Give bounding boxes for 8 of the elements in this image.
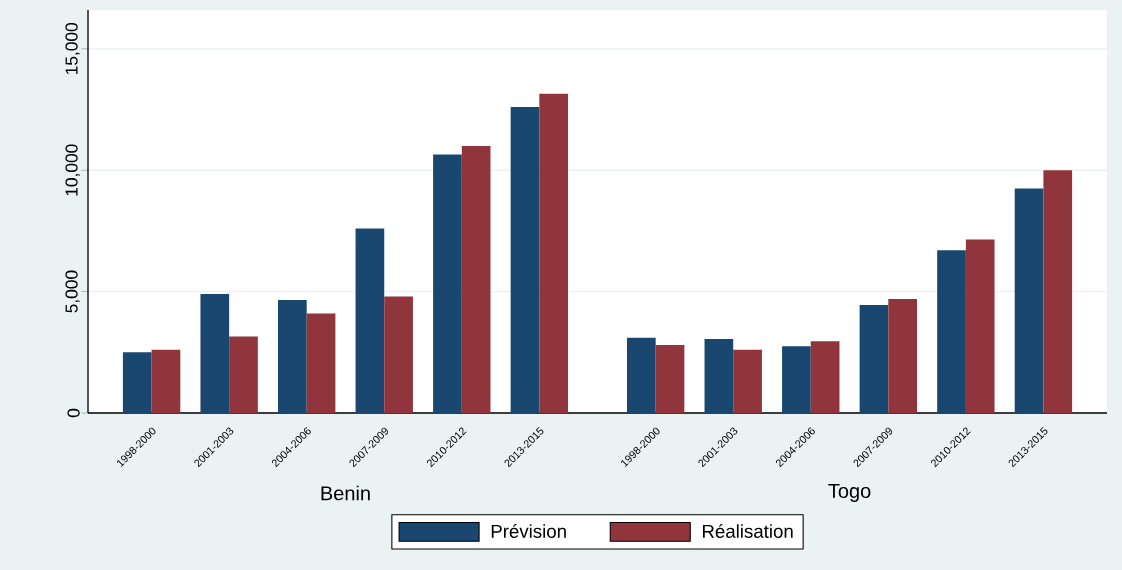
y-tick-label: 0 <box>67 408 80 418</box>
y-tick-label: 10,000 <box>65 144 80 196</box>
text: Togo <box>828 484 871 502</box>
legend-label: Prévision <box>491 523 566 538</box>
y-tick-label: 15,000 <box>65 23 80 75</box>
text: Benin <box>321 485 370 501</box>
legend-label: Réalisation <box>702 523 793 538</box>
y-tick-label: 5,000 <box>65 270 80 313</box>
